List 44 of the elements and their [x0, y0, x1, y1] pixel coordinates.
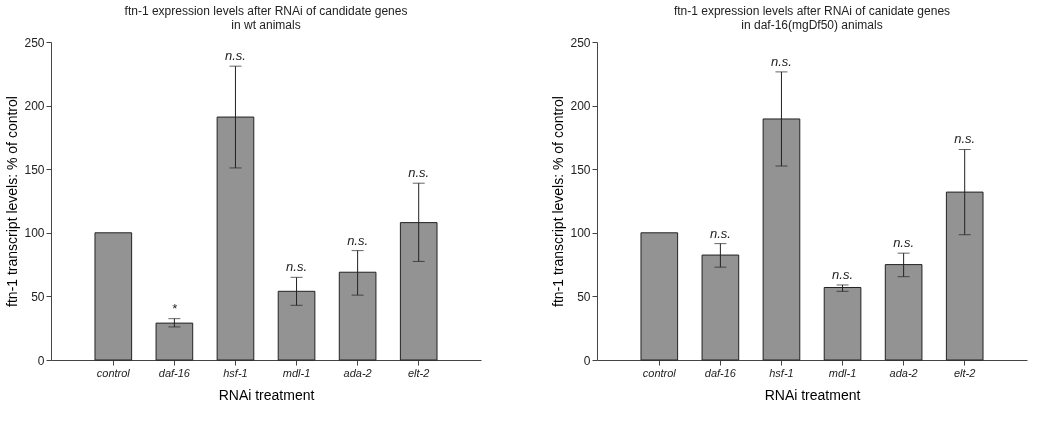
x-tick-label: daf-16: [158, 366, 191, 379]
y-tick-label: 100: [570, 226, 591, 241]
y-axis-title: ftn-1 transcript levels: % of control: [550, 96, 567, 307]
bar: [155, 322, 194, 361]
bar: [640, 232, 679, 361]
y-tick-label: 100: [24, 226, 45, 241]
x-tick-label: control: [96, 366, 131, 379]
x-tick-label: mdl-1: [282, 366, 311, 379]
x-tick-label: mdl-1: [828, 366, 857, 379]
x-tick-label: daf-16: [704, 366, 737, 379]
y-tick-label: 150: [24, 162, 45, 177]
y-tick-label: 200: [24, 99, 45, 114]
x-tick-label: hsf-1: [223, 366, 248, 379]
chart-title: ftn-1 expression levels after RNAi of canidate genes in daf-16(mgDf50) animals: [673, 4, 951, 32]
y-tick-label: 250: [570, 35, 591, 50]
x-tick-label: control: [642, 366, 677, 379]
annotation: n.s.: [954, 131, 976, 147]
y-tick-label: 200: [570, 99, 591, 114]
y-tick-label: 50: [31, 289, 45, 304]
annotation: n.s.: [224, 48, 246, 64]
x-axis-title: RNAi treatment: [218, 386, 315, 403]
annotation: n.s.: [709, 225, 731, 241]
x-tick-label: ada-2: [343, 366, 372, 379]
y-tick-label: 50: [577, 289, 591, 304]
annotation: *: [171, 300, 178, 316]
annotation: n.s.: [347, 232, 369, 248]
x-tick-label: elt-2: [954, 366, 976, 379]
x-axis-title: RNAi treatment: [764, 386, 861, 403]
annotation: n.s.: [893, 235, 915, 251]
x-tick-label: ada-2: [889, 366, 918, 379]
annotation: n.s.: [408, 165, 430, 181]
bar: [823, 287, 862, 361]
chart-title: ftn-1 expression levels after RNAi of candidate genes in wt animals: [124, 4, 408, 32]
annotation: n.s.: [832, 266, 854, 282]
annotation: n.s.: [770, 53, 792, 69]
bar: [94, 232, 133, 361]
y-axis-title: ftn-1 transcript levels: % of control: [4, 96, 21, 307]
x-tick-label: hsf-1: [769, 366, 794, 379]
y-tick-label: 150: [570, 162, 591, 177]
y-tick-label: 0: [37, 353, 45, 368]
y-tick-label: 250: [24, 35, 45, 50]
y-tick-label: 0: [583, 353, 591, 368]
annotation: n.s.: [286, 259, 308, 275]
x-tick-label: elt-2: [408, 366, 430, 379]
